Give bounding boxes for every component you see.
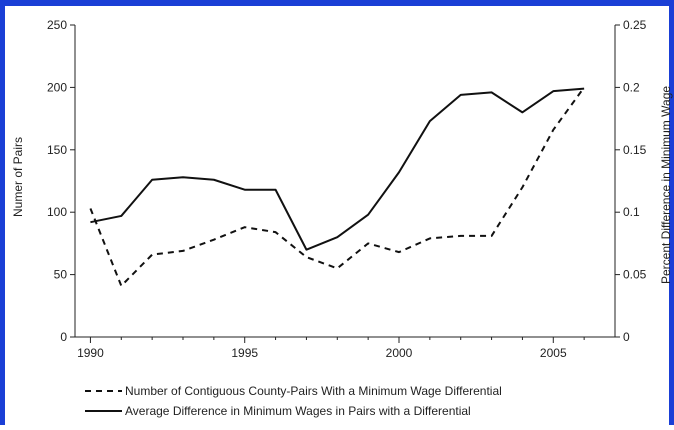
x-tick-label: 1990	[77, 346, 104, 360]
series-layer	[89, 86, 585, 287]
y-tick-label-left: 200	[47, 80, 67, 94]
series-line-county-pairs	[89, 86, 585, 287]
y-tick-label-right: 0.1	[623, 205, 640, 219]
y-tick-label-left: 100	[47, 205, 67, 219]
y-tick-label-left: 50	[54, 268, 68, 282]
series-line-wage-difference	[90, 87, 585, 251]
y-tick-label-left: 0	[60, 330, 67, 344]
y-axis-title-left: Numer of Pairs	[11, 137, 25, 217]
y-tick-label-right: 0.15	[623, 143, 647, 157]
x-tick-label: 2005	[540, 346, 567, 360]
y-tick-label-left: 250	[47, 18, 67, 32]
y-tick-label-left: 150	[47, 143, 67, 157]
x-tick-label: 2000	[386, 346, 413, 360]
y-axis-title-right: Percent Difference in Minimum Wage	[659, 86, 673, 284]
axes: 0 50 100 150 200 250 0 0.05 0.1 0.15 0.2 0.25 1990 19…	[47, 18, 647, 360]
y-tick-label-right: 0.05	[623, 268, 647, 282]
y-tick-label-right: 0.25	[623, 18, 647, 32]
frame-border-left	[0, 0, 5, 425]
frame-border-top	[0, 0, 674, 6]
x-tick-label: 1995	[231, 346, 258, 360]
legend-label-pairs: Number of Contiguous County-Pairs With a…	[125, 384, 502, 398]
y-tick-label-right: 0.2	[623, 80, 640, 94]
legend: Number of Contiguous County-Pairs With a…	[85, 384, 502, 418]
legend-label-wage-diff: Average Difference in Minimum Wages in P…	[125, 404, 471, 418]
y-tick-label-right: 0	[623, 330, 630, 344]
frame-border-right	[669, 0, 674, 425]
